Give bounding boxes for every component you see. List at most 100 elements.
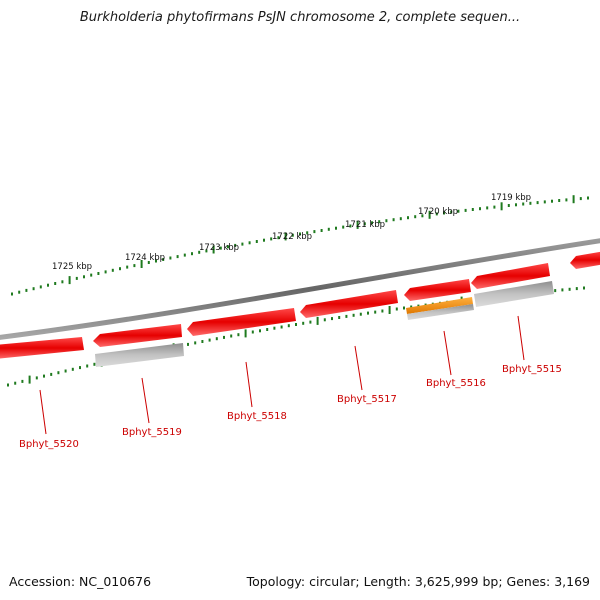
lower-ring-major-tick — [244, 329, 247, 338]
upper-ring-minor-tick — [558, 199, 561, 202]
upper-ring-minor-tick — [133, 264, 136, 268]
lower-ring-major-tick — [388, 306, 391, 314]
lower-ring-minor-tick — [86, 364, 89, 368]
upper-ring-minor-tick — [75, 276, 78, 280]
gene-arrow-5516[interactable] — [404, 279, 471, 301]
lower-ring-minor-tick — [43, 374, 45, 378]
upper-ring-minor-tick — [522, 202, 525, 206]
upper-ring-minor-tick — [493, 205, 496, 209]
gene-arrow-next[interactable] — [570, 251, 600, 269]
upper-ring-minor-tick — [378, 220, 381, 224]
gene-label-5517[interactable]: Bphyt_5517 — [337, 394, 397, 405]
upper-ring-minor-tick — [327, 227, 330, 231]
kbp-label-1721: 1721 kbp — [345, 220, 385, 230]
upper-ring-major-tick — [212, 245, 215, 254]
lower-ring-minor-tick — [187, 342, 189, 346]
gene-label-5519[interactable]: Bphyt_5519 — [122, 427, 182, 438]
upper-ring-minor-tick — [587, 196, 589, 200]
gene-label-5518[interactable]: Bphyt_5518 — [227, 411, 287, 422]
upper-tick-ring — [11, 195, 589, 296]
lower-ring-minor-tick — [201, 340, 204, 343]
lower-ring-minor-tick — [7, 383, 9, 387]
lower-ring-minor-tick — [374, 310, 377, 314]
upper-ring-minor-tick — [111, 268, 114, 272]
upper-ring-minor-tick — [241, 242, 244, 246]
cds-bar-5519[interactable] — [95, 343, 184, 367]
lower-ring-minor-tick — [287, 324, 290, 328]
upper-ring-minor-tick — [349, 224, 352, 228]
lower-ring-minor-tick — [395, 307, 398, 311]
lower-ring-minor-tick — [410, 305, 413, 309]
upper-ring-major-tick — [572, 195, 575, 204]
upper-ring-minor-tick — [543, 200, 546, 204]
upper-ring-minor-tick — [371, 221, 373, 225]
gene-arrow-5517[interactable] — [300, 290, 398, 318]
upper-ring-minor-tick — [18, 290, 21, 294]
lower-ring-minor-tick — [93, 362, 96, 366]
upper-ring-minor-tick — [234, 243, 237, 247]
upper-ring-minor-tick — [32, 287, 35, 291]
gene-arrow-5519[interactable] — [93, 324, 182, 347]
upper-ring-minor-tick — [126, 265, 129, 269]
gene-arrow-5520[interactable] — [0, 337, 84, 359]
cds-bar-5515[interactable] — [474, 281, 554, 307]
upper-ring-minor-tick — [219, 246, 222, 250]
cds-bar-5516-orange[interactable] — [406, 297, 473, 314]
upper-ring-minor-tick — [486, 206, 489, 210]
gene-track-secondary — [95, 281, 554, 367]
lower-ring-minor-tick — [57, 371, 60, 375]
upper-ring-minor-tick — [565, 198, 568, 202]
upper-ring-major-tick — [356, 220, 359, 229]
lower-ring-minor-tick — [367, 311, 369, 315]
upper-ring-minor-tick — [205, 249, 208, 253]
lower-ring-minor-tick — [345, 314, 348, 318]
upper-ring-minor-tick — [90, 273, 93, 277]
upper-ring-minor-tick — [306, 231, 309, 235]
lower-ring-minor-tick — [237, 333, 240, 337]
upper-ring-minor-tick — [169, 256, 172, 260]
upper-ring-minor-tick — [155, 259, 157, 263]
gene-arrow-5518[interactable] — [187, 308, 296, 336]
upper-ring-minor-tick — [47, 283, 49, 287]
lower-ring-minor-tick — [331, 317, 333, 321]
upper-ring-minor-tick — [291, 233, 294, 237]
kbp-label-1722: 1722 kbp — [272, 232, 312, 242]
gene-arrow-5515[interactable] — [471, 263, 550, 289]
upper-ring-minor-tick — [61, 280, 64, 284]
map-title: Burkholderia phytofirmans PsJN chromosom… — [79, 10, 521, 25]
upper-ring-minor-tick — [385, 219, 388, 223]
lower-ring-minor-tick — [71, 367, 74, 371]
upper-ring-minor-tick — [450, 210, 453, 214]
lower-ring-minor-tick — [266, 328, 269, 331]
lower-ring-minor-tick — [554, 289, 557, 293]
lower-ring-minor-tick — [381, 309, 384, 313]
genome-summary-text: Topology: circular; Length: 3,625,999 bp… — [246, 574, 590, 589]
lower-ring-minor-tick — [223, 335, 225, 339]
upper-ring-minor-tick — [277, 236, 280, 240]
kbp-label-1725: 1725 kbp — [52, 262, 92, 272]
lower-ring-major-tick — [316, 316, 319, 325]
upper-ring-minor-tick — [104, 270, 107, 274]
lower-ring-minor-tick — [64, 369, 67, 373]
cds-bar-5516-gray[interactable] — [407, 304, 474, 320]
gene-label-5520[interactable]: Bphyt_5520 — [19, 439, 79, 450]
lower-ring-minor-tick — [21, 379, 24, 383]
upper-ring-minor-tick — [551, 199, 553, 203]
upper-ring-minor-tick — [320, 229, 323, 232]
lower-ring-minor-tick — [259, 329, 261, 333]
gene-label-5516[interactable]: Bphyt_5516 — [426, 378, 486, 389]
upper-ring-minor-tick — [363, 222, 366, 226]
upper-ring-minor-tick — [399, 217, 402, 221]
upper-ring-minor-tick — [435, 212, 438, 216]
upper-ring-minor-tick — [227, 245, 229, 249]
upper-ring-minor-tick — [263, 238, 265, 242]
upper-ring-minor-tick — [421, 214, 424, 218]
leader-line-5519 — [141, 377, 150, 424]
upper-ring-minor-tick — [198, 250, 201, 254]
gene-label-5515[interactable]: Bphyt_5515 — [502, 364, 562, 375]
upper-ring-minor-tick — [183, 253, 186, 257]
lower-ring-minor-tick — [79, 366, 81, 370]
upper-ring-minor-tick — [464, 208, 467, 212]
upper-ring-minor-tick — [407, 216, 409, 220]
